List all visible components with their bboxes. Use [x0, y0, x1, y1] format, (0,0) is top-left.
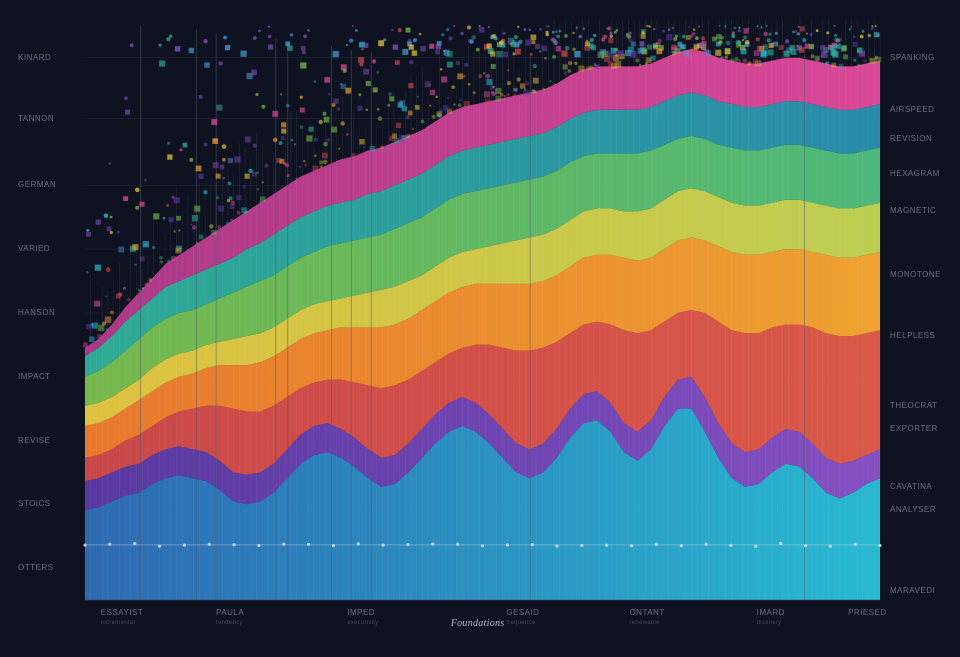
x-tick-sub-5: renewable [629, 620, 659, 626]
y-right-tick-4: MAGNETIC [890, 206, 936, 215]
y-right-tick-0: SPANKING [890, 53, 935, 62]
y-right-tick-3: HEXAGRAM [890, 169, 940, 178]
x-tick-7: PRIESED [848, 608, 887, 617]
x-tick-6: IMARD [757, 608, 785, 617]
y-right-tick-6: HELPLESS [890, 331, 935, 340]
x-tick-5: ONTANT [629, 608, 664, 617]
x-tick-sub-1: tendency [216, 620, 243, 626]
x-tick-1: PAULA [216, 608, 244, 617]
chart-stage: KINARD TANNON GERMAN VARIED HANSON IMPACT REVI… [0, 0, 960, 657]
y-right-tick-5: MONOTONE [890, 270, 941, 279]
y-right-tick-10: ANALYSER [890, 505, 936, 514]
y-left-tick-2: GERMAN [18, 180, 56, 189]
y-right-tick-11: MARAVEDI [890, 586, 935, 595]
y-right-tick-9: CAVATINA [890, 482, 932, 491]
x-tick-sub-6: distillery [757, 620, 782, 626]
y-right-tick-7: THEOCRAT [890, 401, 937, 410]
y-left-tick-5: IMPACT [18, 372, 51, 381]
x-axis-title: Foundations [451, 618, 505, 629]
x-tick-sub-4: frequence [506, 620, 535, 626]
y-left-tick-0: KINARD [18, 53, 51, 62]
y-right-tick-8: EXPORTER [890, 424, 938, 433]
x-tick-0: ESSAYIST [101, 608, 144, 617]
y-left-tick-7: STOICS [18, 499, 51, 508]
x-tick-4: GESAID [506, 608, 539, 617]
x-tick-sub-2: executivity [347, 620, 378, 626]
y-left-tick-8: OTTERS [18, 563, 53, 572]
y-right-tick-1: AIRSPEED [890, 105, 934, 114]
y-right-tick-2: REVISION [890, 134, 932, 143]
x-tick-sub-0: incremental [101, 620, 135, 626]
chart-svg [0, 0, 960, 657]
y-left-tick-4: HANSON [18, 308, 55, 317]
x-tick-2: IMPED [347, 608, 375, 617]
y-left-tick-3: VARIED [18, 244, 50, 253]
y-left-tick-1: TANNON [18, 114, 54, 123]
y-left-tick-6: REVISE [18, 436, 50, 445]
